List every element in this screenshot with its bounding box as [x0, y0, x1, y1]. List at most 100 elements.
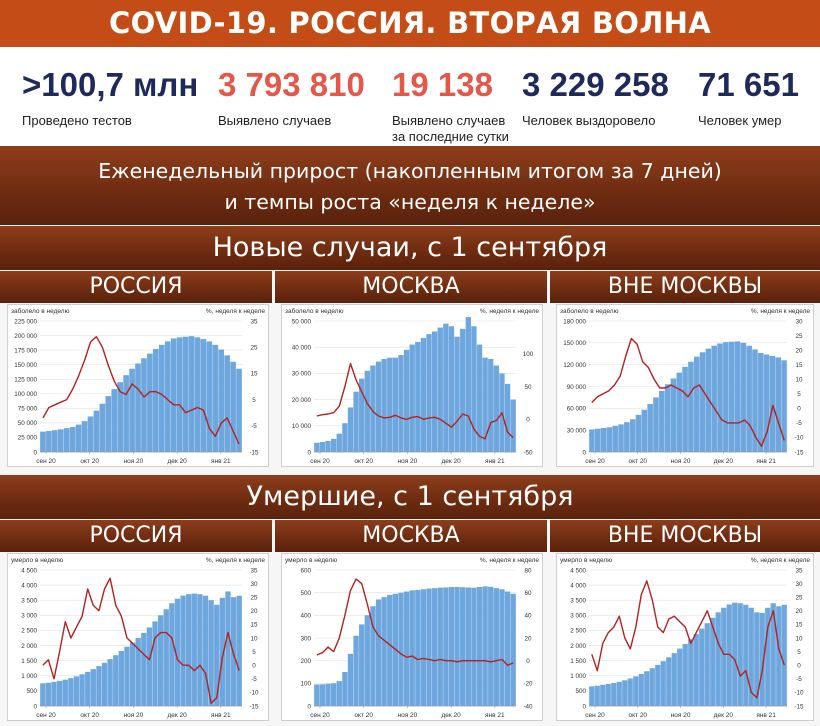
y-tick-label: 0: [33, 449, 37, 456]
bar: [152, 621, 158, 706]
bar: [493, 588, 500, 706]
bar: [118, 650, 125, 706]
bar: [370, 365, 376, 452]
bar: [111, 389, 118, 452]
bar: [699, 628, 705, 706]
bar: [641, 409, 648, 452]
y2-tick-label: -15: [249, 449, 259, 456]
y-tick-label: 120 000: [563, 362, 586, 369]
y2-tick-label: 100: [523, 351, 534, 358]
bar: [206, 341, 213, 452]
y-tick-label: 2 500: [570, 628, 586, 635]
bar: [96, 666, 102, 706]
bar: [734, 341, 741, 452]
bar: [182, 336, 189, 452]
y2-axis-title: %, неделя к неделе: [480, 557, 539, 564]
chart-panel-deaths-outside: умерло в неделю %, неделя к неделе 0 500 1 0…: [556, 553, 814, 721]
bar: [664, 384, 671, 452]
y2-tick-label: -10: [249, 690, 259, 697]
bar: [693, 634, 699, 706]
bar: [765, 607, 771, 706]
bar: [454, 336, 460, 452]
bar: [758, 353, 764, 452]
x-tick-label: окт 20: [629, 712, 648, 719]
y2-axis-title: %, неделя к неделе: [480, 308, 539, 315]
y-tick-label: 2 000: [21, 643, 37, 650]
bar: [748, 607, 754, 706]
y-axis-title: умерло в неделю: [285, 557, 337, 564]
y2-tick-label: 20: [524, 635, 532, 642]
bar: [471, 326, 477, 452]
bar: [314, 442, 320, 452]
x-tick-label: янв 21: [211, 458, 231, 465]
bar: [488, 358, 494, 452]
x-tick-label: ноя 20: [398, 712, 418, 719]
y-tick-label: 225 000: [14, 318, 37, 325]
bar: [157, 615, 164, 706]
bar: [342, 672, 348, 706]
y2-axis-title: %, неделя к неделе: [751, 557, 810, 564]
y-tick-label: 2 500: [21, 628, 37, 635]
y2-tick-label: -5: [251, 676, 257, 683]
column-headers-cases: РОССИЯ МОСКВА ВНЕ МОСКВЫ: [0, 271, 820, 303]
bar: [392, 357, 399, 452]
bar: [688, 639, 694, 706]
bar: [325, 683, 331, 706]
bar: [605, 683, 611, 706]
y-tick-label: 0: [33, 703, 37, 710]
stat-value: 3 229 258: [522, 66, 669, 103]
bar: [153, 348, 159, 452]
y2-tick-label: 10: [250, 635, 258, 642]
bar: [728, 341, 735, 452]
stat-tests: >100,7 млн Проведено тестов: [22, 65, 198, 129]
y-tick-label: 125 000: [14, 377, 37, 384]
stat-recovered: 3 229 258 Человек выздоровело: [522, 65, 669, 129]
x-tick-label: окт 20: [354, 712, 373, 719]
bar: [63, 428, 70, 452]
bar: [141, 358, 147, 452]
bar: [763, 354, 770, 452]
bar: [627, 678, 633, 706]
bar: [236, 368, 242, 452]
bar: [364, 615, 370, 706]
bar: [781, 604, 787, 706]
bar: [107, 659, 113, 706]
bar: [347, 407, 354, 452]
bar: [482, 357, 488, 452]
bar: [752, 349, 758, 452]
y2-axis-title: %, неделя к неделе: [751, 308, 810, 315]
bar: [101, 662, 108, 706]
y-tick-label: 0: [582, 449, 586, 456]
bar: [375, 361, 382, 452]
bar: [437, 587, 443, 706]
bar: [775, 357, 782, 452]
column-header: РОССИЯ: [0, 520, 272, 552]
y-tick-label: 50 000: [18, 420, 38, 427]
bar: [618, 424, 624, 452]
bar: [146, 627, 153, 706]
bar: [398, 355, 404, 452]
y-tick-label: 500: [575, 688, 586, 695]
y2-tick-label: 50: [524, 384, 532, 391]
growth-rate-line: [316, 578, 514, 666]
bar: [342, 423, 348, 452]
bar: [754, 612, 760, 706]
bar: [381, 597, 387, 706]
chart-svg: умерло в неделю%, неделя к неделе0100200…: [285, 557, 539, 719]
bar: [93, 410, 100, 452]
y2-tick-label: 20: [795, 608, 803, 615]
bar: [218, 349, 225, 452]
y-tick-label: 1 000: [21, 673, 37, 680]
bar: [443, 587, 449, 706]
x-tick-label: янв 21: [485, 458, 505, 465]
bar: [448, 326, 455, 452]
y-tick-label: 0: [307, 703, 311, 710]
x-tick-label: ноя 20: [398, 458, 418, 465]
y-tick-label: 500: [300, 590, 311, 597]
bar: [163, 609, 169, 706]
bar: [420, 338, 427, 452]
y-tick-label: 2 000: [570, 643, 586, 650]
bar: [721, 607, 727, 706]
bar: [158, 344, 165, 452]
bar: [443, 323, 449, 452]
